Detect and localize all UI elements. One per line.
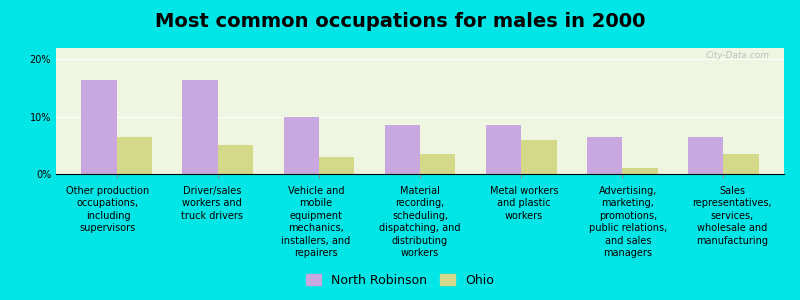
Text: Driver/sales
workers and
truck drivers: Driver/sales workers and truck drivers [181, 186, 243, 221]
Bar [622, 168, 658, 174]
Bar [723, 154, 758, 174]
Bar [587, 137, 622, 174]
Legend: North Robinson, Ohio: North Robinson, Ohio [302, 270, 498, 291]
Text: Sales
representatives,
services,
wholesale and
manufacturing: Sales representatives, services, wholesa… [692, 186, 772, 246]
Bar [117, 137, 152, 174]
Bar [385, 125, 420, 174]
Bar [688, 137, 723, 174]
Text: Material
recording,
scheduling,
dispatching, and
distributing
workers: Material recording, scheduling, dispatch… [379, 186, 461, 258]
Bar [218, 146, 253, 174]
Bar [283, 117, 319, 174]
Bar [82, 80, 117, 174]
Bar [486, 125, 521, 174]
Text: City-Data.com: City-Data.com [706, 50, 770, 59]
Text: Most common occupations for males in 2000: Most common occupations for males in 200… [154, 12, 646, 31]
Bar [521, 140, 557, 174]
Bar [182, 80, 218, 174]
Bar [420, 154, 455, 174]
Text: Vehicle and
mobile
equipment
mechanics,
installers, and
repairers: Vehicle and mobile equipment mechanics, … [282, 186, 350, 258]
Text: Metal workers
and plastic
workers: Metal workers and plastic workers [490, 186, 558, 221]
Text: Advertising,
marketing,
promotions,
public relations,
and sales
managers: Advertising, marketing, promotions, publ… [589, 186, 667, 258]
Text: Other production
occupations,
including
supervisors: Other production occupations, including … [66, 186, 150, 233]
Bar [319, 157, 354, 174]
